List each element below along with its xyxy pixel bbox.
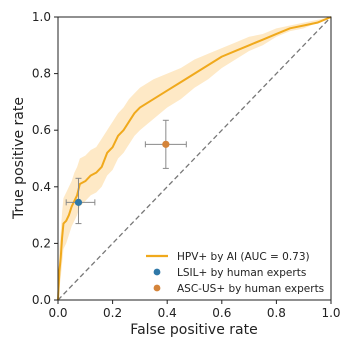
x-tick-label: 0.2 bbox=[103, 306, 122, 320]
y-tick-label: 0.2 bbox=[32, 236, 51, 250]
y-tick-label: 0.4 bbox=[32, 180, 51, 194]
legend-label-lsil: LSIL+ by human experts bbox=[177, 267, 306, 279]
x-tick-label: 0.6 bbox=[212, 306, 231, 320]
reference-diagonal-line bbox=[57, 16, 332, 301]
marker-lsil bbox=[74, 198, 83, 206]
x-ticks: 0.0 0.2 0.4 0.6 0.8 1.0 bbox=[48, 300, 340, 320]
y-tick-label: 0.8 bbox=[32, 67, 51, 81]
legend: HPV+ by AI (AUC = 0.73) LSIL+ by human e… bbox=[146, 251, 324, 295]
y-tick-label: 0.6 bbox=[32, 123, 51, 137]
y-tick-label: 0.0 bbox=[32, 293, 51, 307]
reference-line-layer bbox=[57, 16, 332, 301]
x-axis-label: False positive rate bbox=[130, 322, 257, 338]
legend-label-ai: HPV+ by AI (AUC = 0.73) bbox=[177, 251, 310, 263]
expert-points-layer bbox=[65, 119, 187, 225]
roc-line-layer bbox=[57, 16, 332, 301]
x-tick-label: 0.4 bbox=[158, 306, 177, 320]
legend-marker-ascus bbox=[153, 284, 161, 292]
legend-label-ascus: ASC-US+ by human experts bbox=[177, 283, 324, 295]
y-tick-label: 1.0 bbox=[32, 10, 51, 24]
x-tick-label: 0.0 bbox=[48, 306, 67, 320]
expert-point-ascus bbox=[144, 119, 187, 169]
marker-ascus bbox=[162, 140, 170, 148]
x-tick-label: 0.8 bbox=[267, 306, 286, 320]
y-ticks: 0.0 0.2 0.4 0.6 0.8 1.0 bbox=[32, 10, 58, 307]
legend-marker-lsil bbox=[153, 268, 161, 276]
axes bbox=[57, 16, 332, 301]
y-axis-label: True positive rate bbox=[11, 97, 27, 220]
axes-frame bbox=[57, 16, 332, 301]
x-tick-label: 1.0 bbox=[321, 306, 340, 320]
expert-point-lsil bbox=[65, 177, 96, 225]
roc-line-ai bbox=[57, 16, 332, 301]
